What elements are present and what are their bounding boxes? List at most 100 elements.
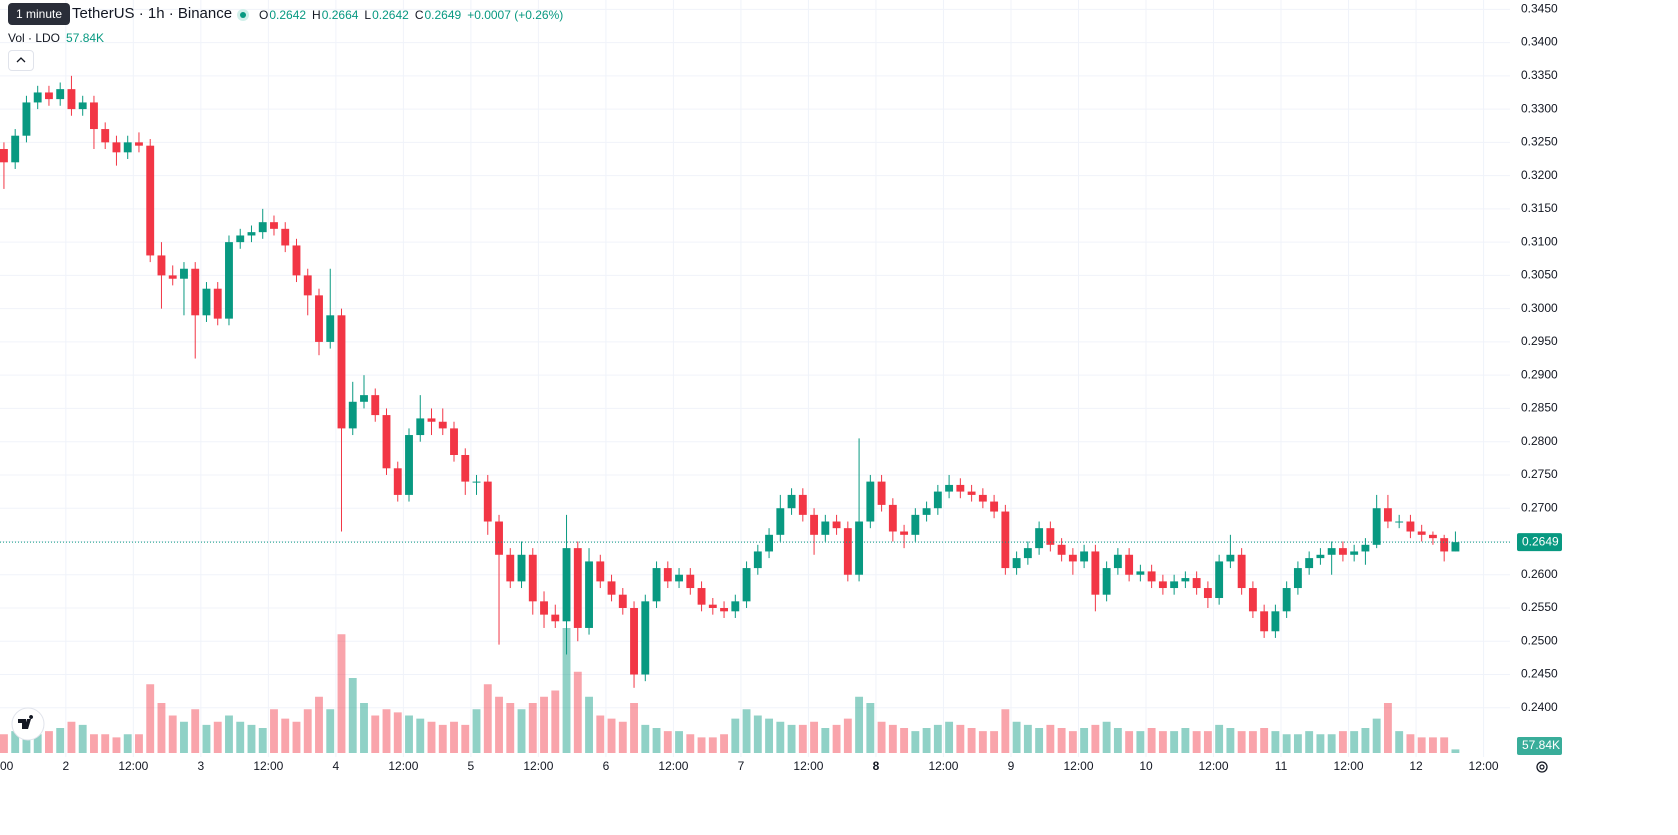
candle-body [1046, 528, 1055, 545]
volume-bar [1395, 731, 1404, 753]
x-tick-label: 10 [1139, 759, 1153, 773]
y-tick-label: 0.2550 [1521, 600, 1558, 614]
candle-body [787, 494, 796, 509]
candle-body [967, 491, 976, 495]
y-tick-label: 0.2700 [1521, 500, 1558, 514]
y-tick-label: 0.3350 [1521, 68, 1558, 82]
volume-bar [1383, 703, 1392, 753]
volume-bar [708, 737, 717, 753]
candle-body [1057, 544, 1066, 555]
volume-bar [776, 721, 785, 753]
collapse-button[interactable] [8, 50, 34, 71]
candle-body [1023, 548, 1032, 559]
x-tick-label: 2 [62, 759, 69, 773]
candle-body [22, 102, 31, 136]
candle-body [618, 594, 627, 608]
candle-body [78, 102, 87, 110]
candle-body [1260, 611, 1269, 632]
x-tick-label: 00 [0, 759, 14, 773]
candle-body [0, 149, 8, 163]
candle-body [663, 568, 672, 582]
candle-body [382, 415, 391, 469]
volume-bar [596, 715, 605, 753]
volume-value: 57.84K [66, 31, 105, 45]
symbol-title[interactable]: TetherUS · 1h · Binance [72, 5, 233, 22]
volume-bar [1012, 721, 1021, 753]
candle-body [630, 607, 638, 675]
volume-bar [405, 715, 413, 753]
candle-body [45, 92, 53, 100]
volume-bar [1305, 731, 1314, 753]
volume-bar [123, 734, 132, 753]
volume-bar [225, 715, 233, 753]
y-tick-label: 0.3000 [1521, 301, 1558, 315]
candle-body [1091, 551, 1100, 595]
volume-bar [371, 715, 380, 753]
x-tick-label: 7 [738, 759, 745, 773]
low-label: L [364, 8, 372, 22]
y-tick-label: 0.3300 [1521, 101, 1558, 115]
candle-body [1125, 554, 1134, 575]
volume-bar [911, 731, 920, 753]
y-tick-label: 0.2850 [1521, 401, 1558, 415]
candle-body [1372, 508, 1381, 545]
high-value: 0.2664 [321, 8, 359, 22]
candle-body [641, 601, 650, 675]
candle-body [1361, 544, 1370, 552]
volume-bar [0, 734, 8, 753]
volume-bar [1203, 731, 1212, 753]
candle-body [562, 548, 571, 622]
candle-body [1035, 528, 1044, 549]
candle-body [731, 601, 740, 612]
volume-bar [528, 703, 537, 753]
candle-body [517, 554, 526, 582]
volume-bar [675, 731, 683, 753]
volume-bar [798, 724, 807, 753]
candle-body [427, 418, 436, 422]
market-status[interactable] [237, 9, 249, 21]
candle-body [157, 255, 166, 276]
candle-body [1181, 578, 1190, 582]
volume-bar [360, 703, 368, 753]
candle-body [11, 135, 20, 163]
last-volume-label: 57.84K [1522, 738, 1560, 752]
x-tick-label: 11 [1275, 759, 1288, 773]
candle-body [180, 268, 188, 279]
x-tick-label: 12:00 [253, 759, 283, 773]
candle-body [1451, 542, 1460, 552]
volume-bar [168, 715, 177, 753]
x-tick-label: 6 [603, 759, 610, 773]
volume-bar [427, 721, 436, 753]
candle-body [337, 315, 346, 429]
candle-body [798, 494, 807, 515]
candle-body [33, 92, 42, 103]
volume-bar [258, 728, 267, 753]
ohlc-legend: O 0.2642 H 0.2664 L 0.2642 C 0.2649 +0.0007 … [259, 8, 569, 22]
volume-bar [483, 684, 492, 753]
open-value: 0.2642 [269, 8, 307, 22]
volume-bar [1023, 724, 1032, 753]
volume-bar [270, 709, 278, 753]
close-value: 0.2649 [424, 8, 462, 22]
volume-bar [720, 734, 728, 753]
volume-bar [1046, 724, 1055, 753]
candle-body [67, 89, 76, 110]
candle-body [956, 484, 965, 492]
volume-bar [832, 724, 841, 753]
volume-bar [22, 728, 31, 753]
volume-bar [1170, 731, 1179, 753]
candle-body [945, 484, 954, 492]
volume-bar [1361, 728, 1370, 753]
x-tick-label: 12:00 [523, 759, 553, 773]
settings-button[interactable] [1536, 761, 1548, 773]
y-tick-label: 0.3050 [1521, 268, 1558, 282]
volume-bar [11, 731, 20, 753]
y-tick-label: 0.2900 [1521, 367, 1558, 381]
candle-body [1271, 611, 1280, 632]
candle-body [990, 501, 999, 512]
volume-bar [33, 734, 42, 753]
candle-body [1147, 571, 1156, 582]
candle-body [675, 574, 683, 582]
volume-bar [202, 724, 211, 753]
volume-bar [90, 734, 98, 753]
